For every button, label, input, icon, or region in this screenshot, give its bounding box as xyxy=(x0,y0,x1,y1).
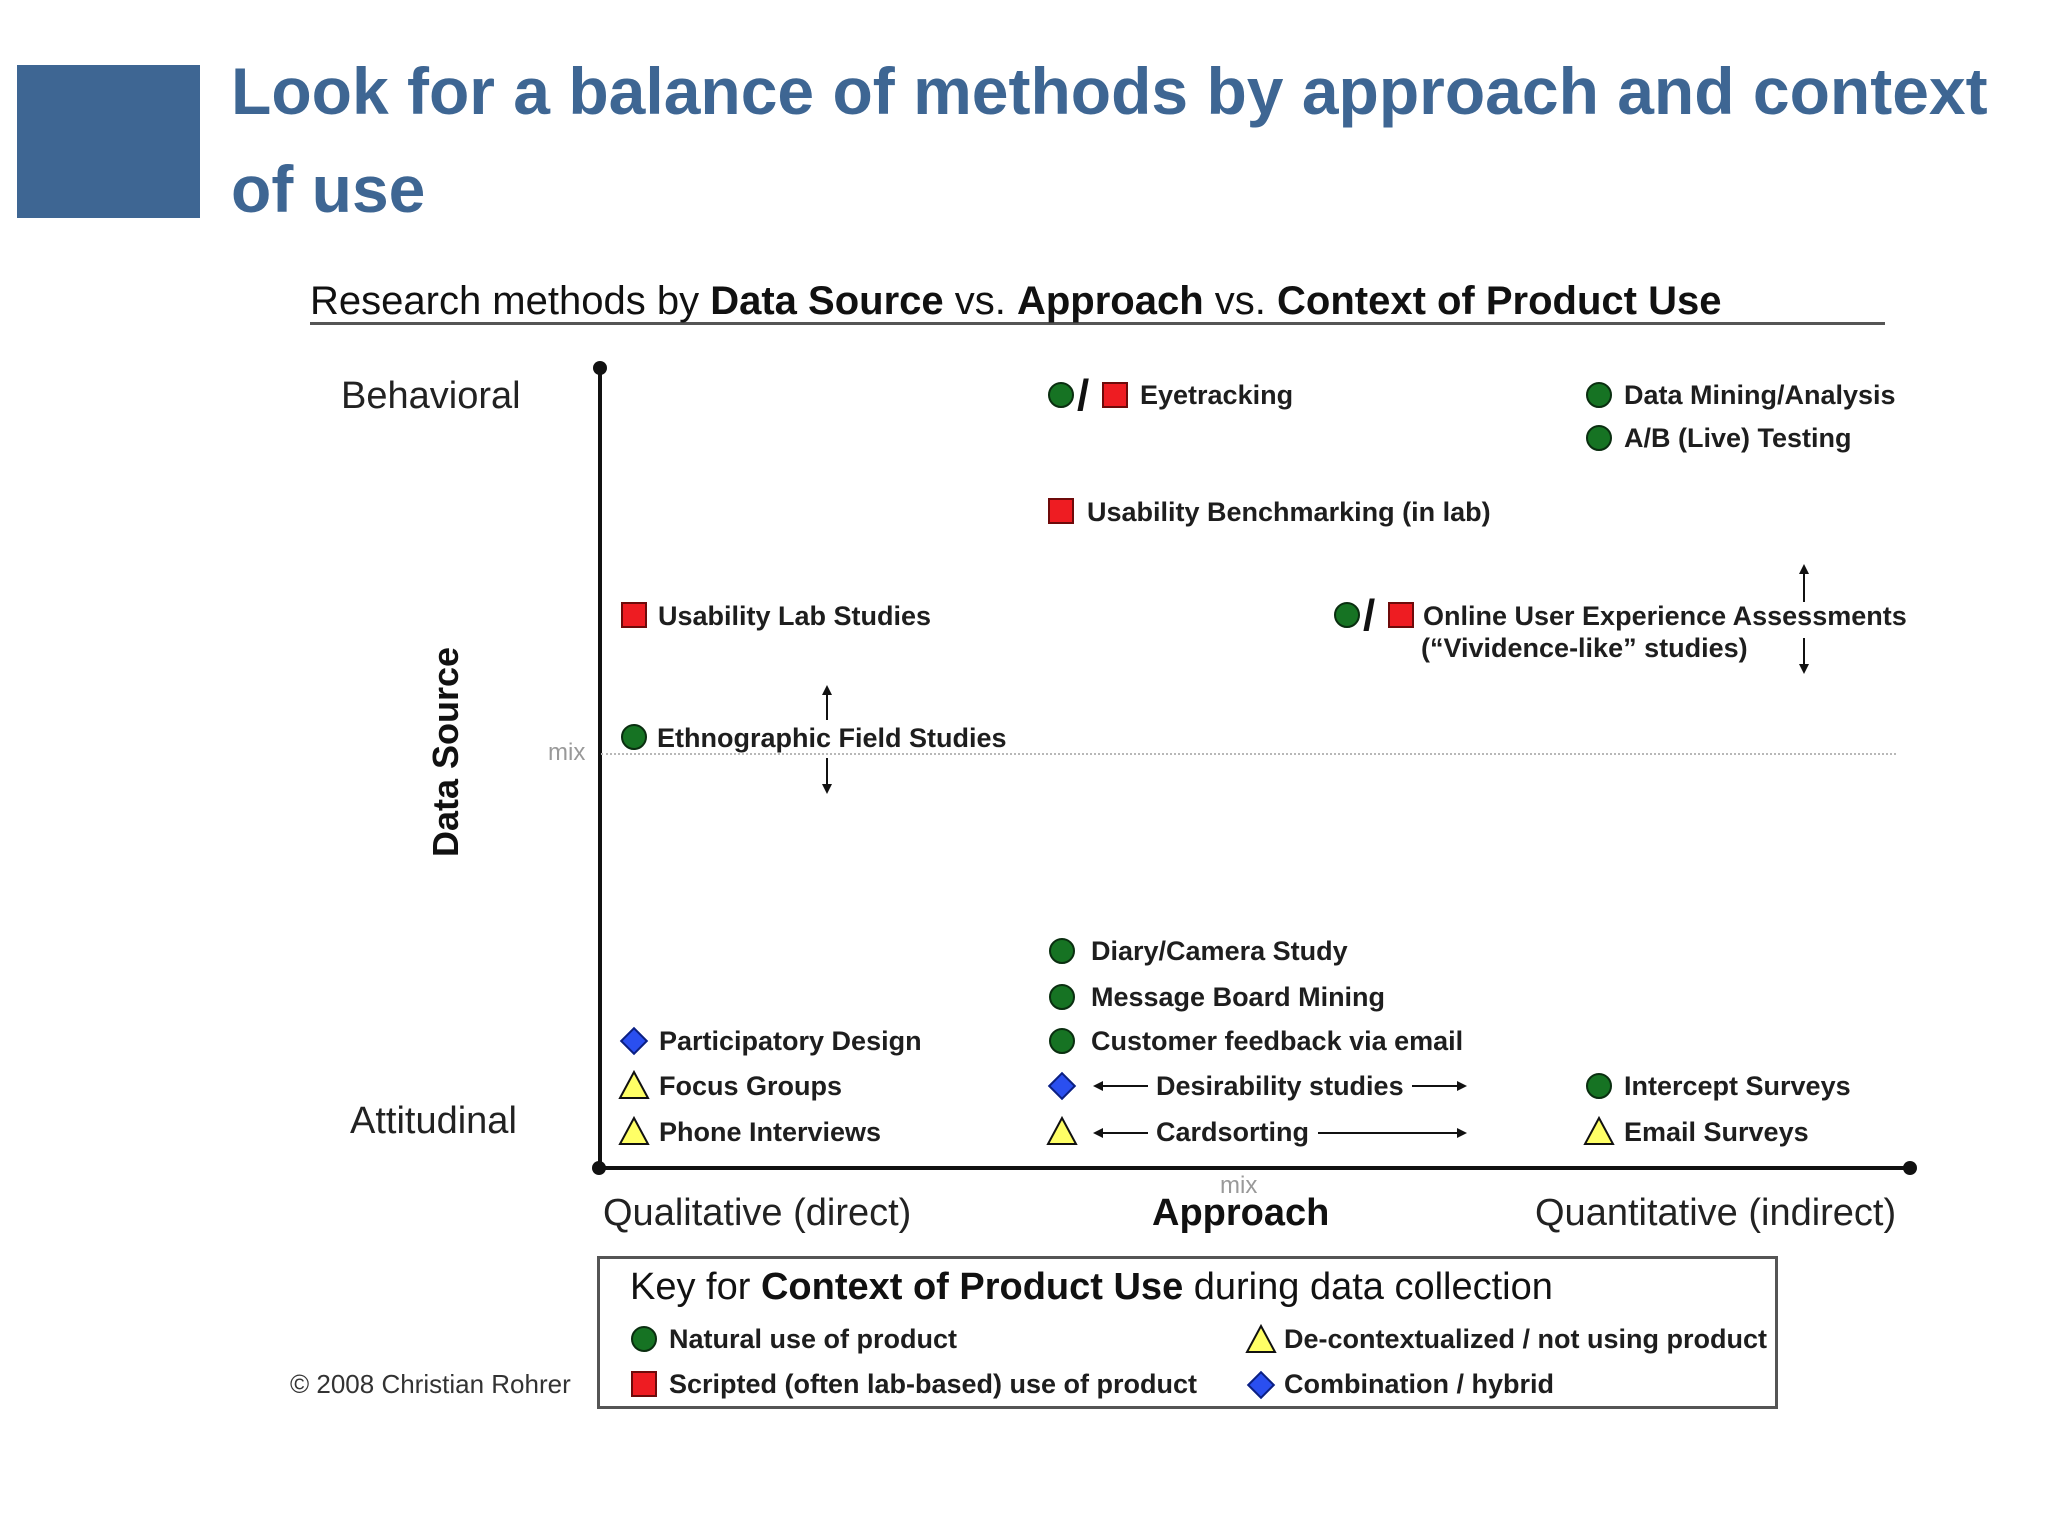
participatory-design-label: Participatory Design xyxy=(659,1026,922,1056)
intercept-surveys-green-circle-icon xyxy=(1586,1073,1612,1099)
chart-title-sep2: vs. xyxy=(1203,279,1277,323)
key-scripted-red-square-icon xyxy=(631,1371,657,1397)
focus-groups-label: Focus Groups xyxy=(659,1071,843,1101)
online-ux-green-circle-icon xyxy=(1334,602,1360,628)
key-combination-label: Combination / hybrid xyxy=(1284,1369,1554,1399)
y-label-attitudinal: Attitudinal xyxy=(350,1100,517,1142)
y-axis-line xyxy=(598,368,602,1168)
desirability-label: Desirability studies xyxy=(1156,1071,1404,1101)
message-board-label: Message Board Mining xyxy=(1091,982,1386,1012)
key-decontextualized-triangle-icon xyxy=(1245,1323,1277,1353)
phone-interviews-label: Phone Interviews xyxy=(659,1117,882,1147)
key-title-suffix: during data collection xyxy=(1183,1266,1553,1308)
message-board-green-circle-icon xyxy=(1049,984,1075,1010)
usability-benchmarking-red-square-icon xyxy=(1048,498,1074,524)
focus-groups-triangle-icon xyxy=(618,1069,650,1099)
chart-title-prefix: Research methods by xyxy=(310,279,711,323)
x-label-qualitative: Qualitative (direct) xyxy=(603,1192,912,1234)
key-title-bold: Context of Product Use xyxy=(760,1266,1184,1308)
ab-testing-label: A/B (Live) Testing xyxy=(1624,423,1852,453)
chart-title: Research methods by Data Source vs. Appr… xyxy=(310,274,1885,325)
eyetracking-slash: / xyxy=(1077,371,1090,420)
email-surveys-label: Email Surveys xyxy=(1624,1117,1809,1147)
mix-gridline xyxy=(601,753,1896,755)
online-ux-label-line1: Online User Experience Assessments xyxy=(1423,601,1907,631)
online-ux-label-line2: (“Vividence-like” studies) xyxy=(1421,633,1748,663)
phone-interviews-triangle-icon xyxy=(618,1115,650,1145)
customer-feedback-green-circle-icon xyxy=(1049,1028,1075,1054)
accent-block xyxy=(17,65,200,218)
copyright: © 2008 Christian Rohrer xyxy=(290,1369,571,1399)
ethnographic-label: Ethnographic Field Studies xyxy=(657,723,1007,753)
key-scripted-label: Scripted (often lab-based) use of produc… xyxy=(669,1369,1198,1399)
email-surveys-triangle-icon xyxy=(1583,1115,1615,1145)
online-ux-slash: / xyxy=(1363,591,1376,640)
usability-benchmarking-label: Usability Benchmarking (in lab) xyxy=(1087,497,1491,527)
key-box xyxy=(597,1256,1778,1409)
key-title: Key for Context of Product Use during da… xyxy=(630,1266,1553,1309)
y-mix-label: mix xyxy=(548,739,586,766)
chart-title-sep1: vs. xyxy=(943,279,1017,323)
key-natural-label: Natural use of product xyxy=(669,1324,958,1354)
chart-title-data-source: Data Source xyxy=(710,279,944,323)
x-label-quantitative: Quantitative (indirect) xyxy=(1535,1192,1897,1234)
data-mining-label: Data Mining/Analysis xyxy=(1624,380,1896,410)
chart-title-approach: Approach xyxy=(1016,279,1204,323)
intercept-surveys-label: Intercept Surveys xyxy=(1624,1071,1851,1101)
data-mining-green-circle-icon xyxy=(1586,382,1612,408)
eyetracking-green-circle-icon xyxy=(1048,382,1074,408)
origin-dot xyxy=(592,1161,606,1175)
online-ux-red-square-icon xyxy=(1388,602,1414,628)
key-natural-green-circle-icon xyxy=(631,1326,657,1352)
x-mix-label: mix xyxy=(1220,1172,1258,1199)
x-axis-title: Approach xyxy=(1152,1192,1330,1234)
usability-lab-label: Usability Lab Studies xyxy=(658,601,932,631)
y-axis-end-dot xyxy=(593,361,607,375)
slide-title: Look for a balance of methods by approac… xyxy=(231,54,1988,226)
cardsorting-label: Cardsorting xyxy=(1156,1117,1310,1147)
ab-testing-green-circle-icon xyxy=(1586,425,1612,451)
chart-title-context: Context of Product Use xyxy=(1277,279,1722,323)
customer-feedback-label: Customer feedback via email xyxy=(1091,1026,1464,1056)
eyetracking-red-square-icon xyxy=(1102,382,1128,408)
x-axis-line xyxy=(598,1166,1910,1170)
diary-green-circle-icon xyxy=(1049,938,1075,964)
eyetracking-label: Eyetracking xyxy=(1140,380,1294,410)
y-label-behavioral: Behavioral xyxy=(341,375,521,417)
ethnographic-green-circle-icon xyxy=(621,724,647,750)
x-axis-end-dot xyxy=(1903,1161,1917,1175)
key-decontextualized-label: De-contextualized / not using product xyxy=(1284,1324,1768,1354)
key-title-prefix: Key for xyxy=(630,1266,761,1308)
cardsorting-triangle-icon xyxy=(1046,1115,1078,1145)
diary-label: Diary/Camera Study xyxy=(1091,936,1348,966)
usability-lab-red-square-icon xyxy=(621,602,647,628)
